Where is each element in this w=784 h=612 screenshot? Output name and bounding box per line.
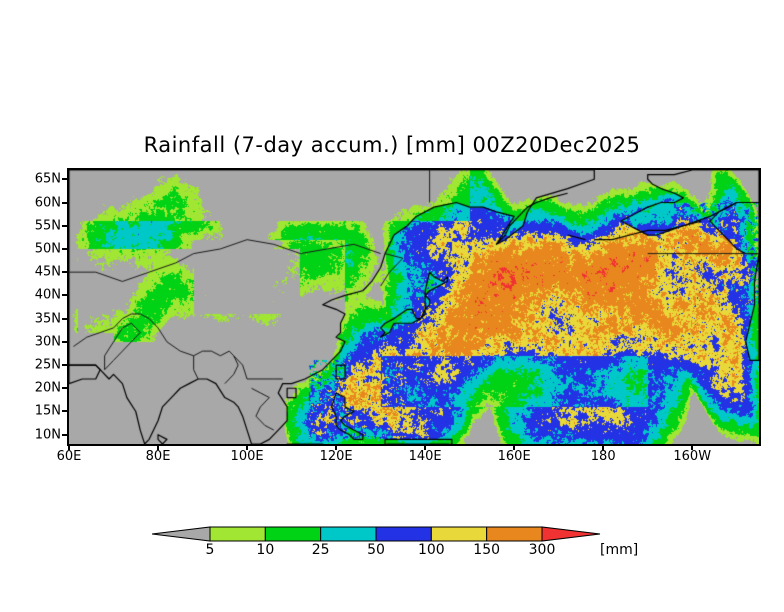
y-axis-tick-label: 40N — [34, 287, 61, 303]
y-axis-tick-mark — [62, 247, 68, 250]
colorbar-tick-label: 50 — [367, 542, 385, 558]
y-axis-tick-mark — [62, 410, 68, 413]
colorbar-segment — [320, 526, 377, 542]
colorbar-swatches — [152, 526, 601, 542]
x-axis-tick-mark — [335, 444, 338, 450]
y-axis-tick-label: 50N — [34, 241, 61, 257]
colorbar-under-range-arrow — [152, 526, 211, 542]
y-axis-tick-mark — [62, 271, 68, 274]
y-axis-tick-mark — [62, 178, 68, 181]
colorbar-tick-label: 150 — [473, 542, 501, 558]
colorbar: [mm] 5 10 25 50 100 150 300 — [152, 525, 652, 567]
x-axis-tick-mark — [68, 444, 70, 450]
colorbar-tick-label: 100 — [417, 542, 445, 558]
x-axis-tick-label: 160W — [673, 449, 712, 464]
y-axis-tick-mark — [62, 433, 68, 436]
y-axis-tick-label: 25N — [34, 357, 61, 373]
colorbar-segment — [486, 526, 543, 542]
colorbar-segment — [209, 526, 266, 542]
page-title: Rainfall (7-day accum.) [mm] 00Z20Dec202… — [143, 133, 641, 157]
x-axis-tick-label: 160E — [497, 449, 531, 464]
colorbar-tick-label: 5 — [205, 542, 215, 558]
y-axis-tick-mark — [62, 317, 68, 320]
y-axis-tick-label: 35N — [34, 311, 61, 327]
y-axis-tick-mark — [62, 364, 68, 367]
y-axis-tick-label: 10N — [34, 427, 61, 443]
y-axis-tick-label: 15N — [34, 403, 61, 419]
y-axis-tick-mark — [62, 201, 68, 204]
y-axis-tick-mark — [62, 387, 68, 390]
x-axis-tick-mark — [424, 444, 427, 450]
y-axis-tick-mark — [62, 224, 68, 227]
x-axis-tick-mark — [513, 444, 516, 450]
x-axis-tick-mark — [602, 444, 605, 450]
colorbar-over-range-arrow — [541, 526, 601, 542]
x-axis-tick-label: 120E — [319, 449, 353, 464]
colorbar-tick-label: 25 — [311, 542, 330, 558]
x-axis-tick-label: 60E — [56, 449, 82, 464]
x-axis-tick-mark — [246, 444, 249, 450]
y-axis-tick-label: 30N — [34, 334, 61, 350]
y-axis-tick-label: 60N — [34, 195, 61, 210]
y-axis-tick-mark — [62, 340, 68, 343]
colorbar-segment — [430, 526, 488, 542]
y-axis-tick-label: 55N — [34, 218, 61, 234]
colorbar-tick-label: 300 — [528, 542, 556, 558]
map-plot-area — [67, 168, 761, 446]
x-axis-tick-label: 80E — [145, 449, 171, 464]
y-axis-tick-label: 20N — [34, 380, 61, 396]
x-axis-tick-marks — [0, 444, 784, 454]
colorbar-unit-label: [mm] — [600, 542, 639, 558]
y-axis-tick-mark — [62, 294, 68, 297]
colorbar-segment — [264, 526, 322, 542]
colorbar-segment — [375, 526, 432, 542]
y-axis-tick-label: 65N — [34, 171, 61, 187]
y-axis-tick-label: 45N — [34, 264, 61, 280]
y-axis-labels: 65N 60N 55N 50N 45N 40N 35N 30N 25N 20N 15N 10N — [0, 168, 61, 446]
x-axis-tick-label: 100E — [230, 449, 264, 464]
colorbar-tick-label: 10 — [256, 542, 275, 558]
x-axis-tick-label: 180 — [590, 449, 616, 464]
x-axis-tick-mark — [157, 444, 160, 450]
x-axis-labels: 60E 80E 100E 120E 140E 160E 180 160W — [0, 450, 784, 472]
y-axis-tick-marks — [0, 168, 70, 446]
rainfall-raster — [69, 170, 759, 444]
x-axis-tick-label: 140E — [408, 449, 442, 464]
x-axis-tick-mark — [691, 444, 694, 450]
